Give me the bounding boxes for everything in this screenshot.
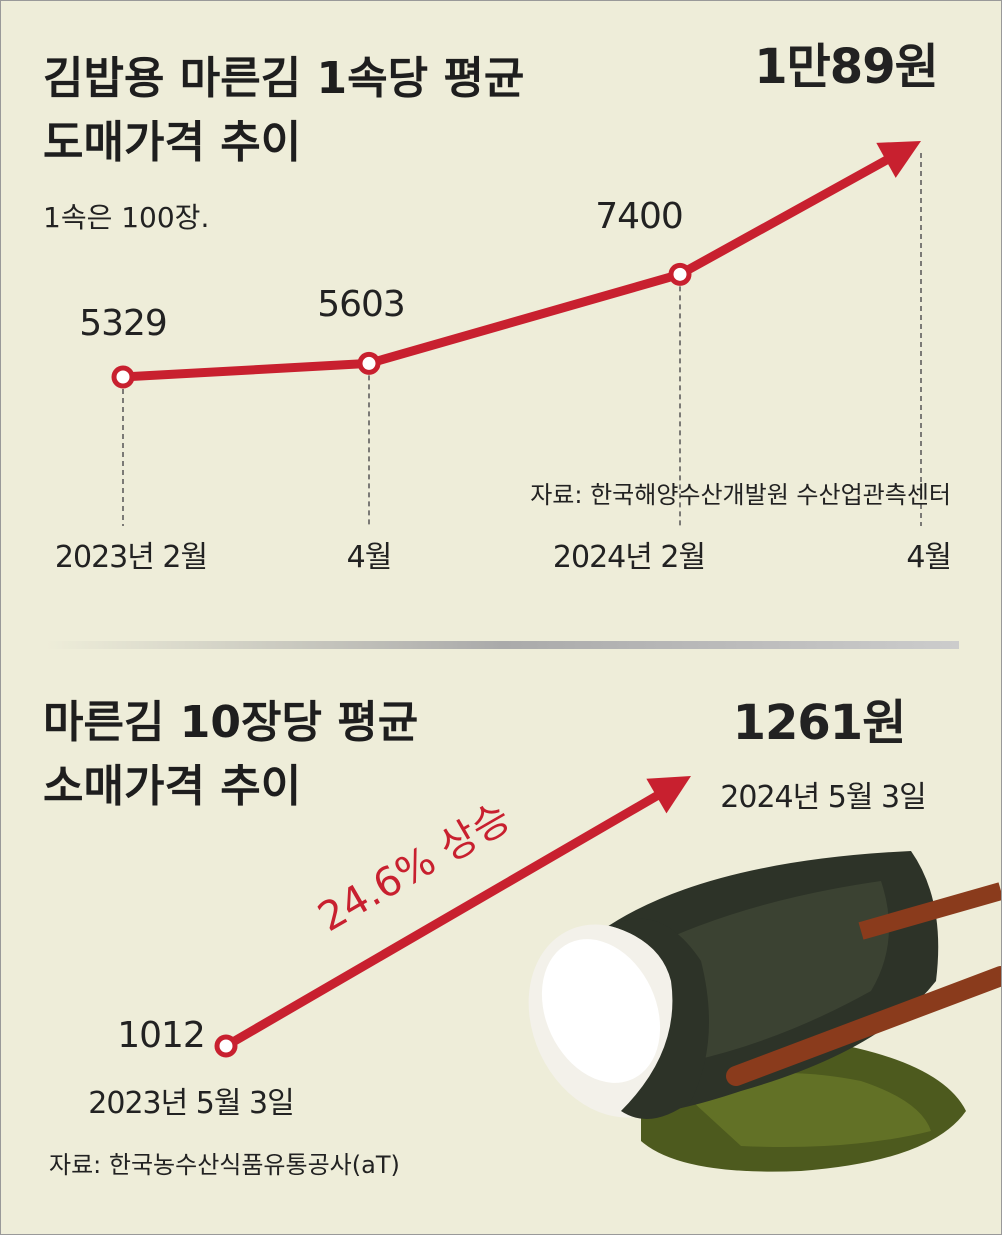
arrow-head [876, 141, 921, 178]
data-point [668, 262, 692, 286]
value-label: 1261원 [733, 695, 906, 751]
data-point [111, 365, 135, 389]
divider [46, 641, 959, 649]
x-tick-label: 2024년 2월 [553, 540, 705, 575]
gimbap-photo [528, 851, 1001, 1172]
line-series [122, 152, 896, 382]
line-series [223, 788, 666, 1050]
x-tick-label: 4월 [347, 540, 392, 575]
value-label: 1012 [117, 1015, 205, 1056]
subtitle: 1속은 100장. [43, 201, 209, 234]
value-label: 1만89원 [754, 39, 938, 95]
x-tick-label: 2023년 2월 [55, 540, 207, 575]
x-tick-label: 2024년 5월 3일 [720, 780, 925, 815]
x-tick-label: 2023년 5월 3일 [88, 1086, 293, 1121]
value-label: 5603 [317, 284, 405, 325]
data-point [357, 351, 381, 375]
chart-title: 마른김 10장당 평균 소매가격 추이 [43, 697, 419, 812]
value-label: 7400 [595, 196, 683, 237]
value-label: 5329 [79, 303, 167, 344]
data-point [214, 1034, 238, 1058]
arrow-head [646, 776, 691, 814]
source: 자료: 한국농수산식품유통공사(aT) [49, 1151, 400, 1179]
chart-title: 김밥용 마른김 1속당 평균 도매가격 추이 [43, 53, 525, 168]
source: 자료: 한국해양수산개발원 수산업관측센터 [530, 481, 951, 509]
x-tick-label: 4월 [906, 540, 951, 575]
